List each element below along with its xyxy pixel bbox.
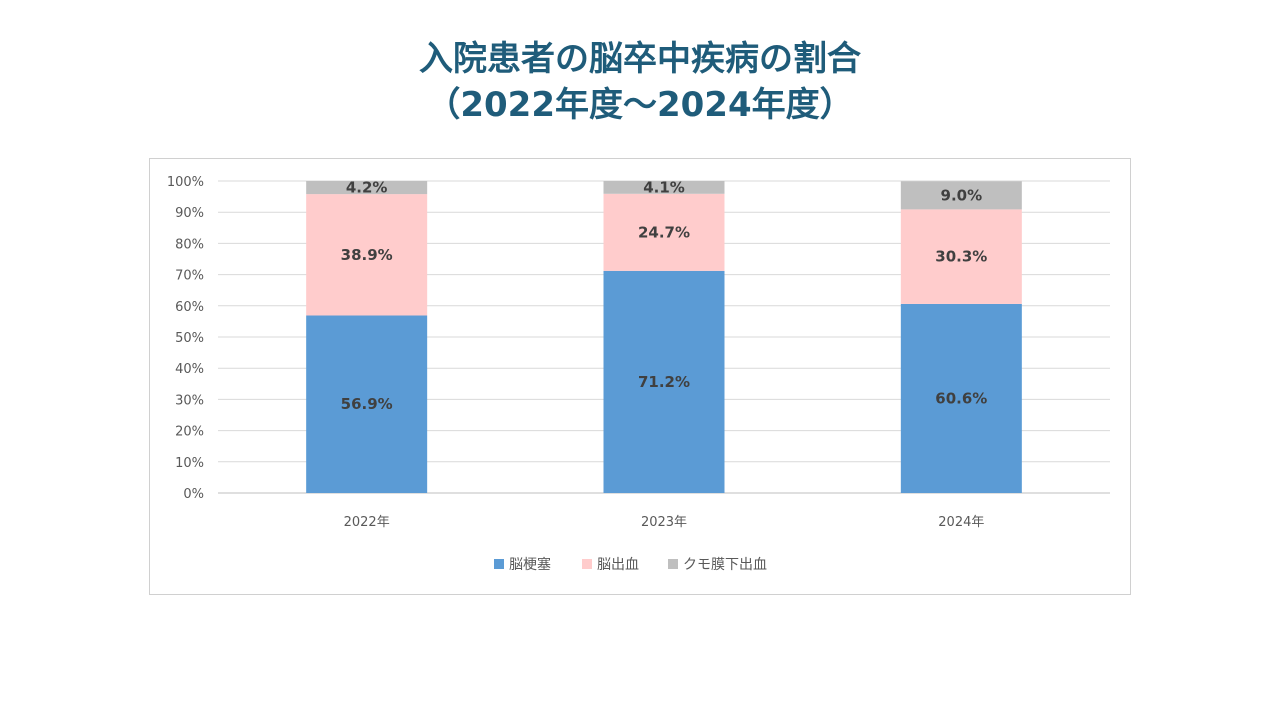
bar-segment bbox=[900, 209, 1022, 304]
y-tick-label: 50% bbox=[175, 331, 204, 346]
y-tick-label: 0% bbox=[183, 487, 204, 502]
legend-label: 脳出血 bbox=[597, 557, 639, 573]
bar-segment bbox=[306, 315, 428, 493]
y-tick-label: 80% bbox=[175, 237, 204, 252]
legend-swatch bbox=[668, 559, 678, 569]
legend-label: クモ膜下出血 bbox=[683, 557, 767, 573]
data-label: 4.2% bbox=[346, 179, 388, 197]
bar-segment bbox=[603, 181, 725, 194]
bar-segment bbox=[306, 181, 428, 195]
y-tick-label: 90% bbox=[175, 206, 204, 221]
y-tick-label: 20% bbox=[175, 425, 204, 440]
y-tick-label: 100% bbox=[167, 175, 204, 190]
bar-segment bbox=[900, 181, 1022, 210]
x-tick-label: 2023年 bbox=[641, 515, 687, 530]
y-tick-label: 40% bbox=[175, 362, 204, 377]
data-label: 60.6% bbox=[935, 389, 987, 407]
legend-label: 脳梗塞 bbox=[509, 556, 551, 573]
data-label: 24.7% bbox=[638, 223, 690, 241]
bar-segment bbox=[603, 193, 725, 271]
x-tick-label: 2024年 bbox=[938, 515, 984, 530]
data-label: 30.3% bbox=[935, 248, 987, 266]
data-label: 56.9% bbox=[341, 395, 393, 413]
chart-title: 入院患者の脳卒中疾病の割合 （2022年度～2024年度） bbox=[0, 36, 1280, 128]
y-tick-label: 30% bbox=[175, 393, 204, 408]
chart-title-line2: （2022年度～2024年度） bbox=[426, 85, 854, 125]
bar-segment bbox=[603, 270, 725, 493]
data-label: 71.2% bbox=[638, 373, 690, 391]
data-label: 9.0% bbox=[941, 186, 983, 204]
legend-swatch bbox=[494, 559, 504, 569]
y-tick-label: 60% bbox=[175, 300, 204, 315]
y-tick-label: 10% bbox=[175, 456, 204, 471]
x-tick-label: 2022年 bbox=[344, 515, 390, 530]
legend-swatch bbox=[582, 559, 592, 569]
bar-segment bbox=[306, 194, 428, 316]
data-label: 4.1% bbox=[643, 178, 685, 196]
bar-segment bbox=[900, 303, 1022, 493]
chart-title-line1: 入院患者の脳卒中疾病の割合 bbox=[419, 39, 861, 79]
y-tick-label: 70% bbox=[175, 269, 204, 284]
data-label: 38.9% bbox=[341, 246, 393, 264]
